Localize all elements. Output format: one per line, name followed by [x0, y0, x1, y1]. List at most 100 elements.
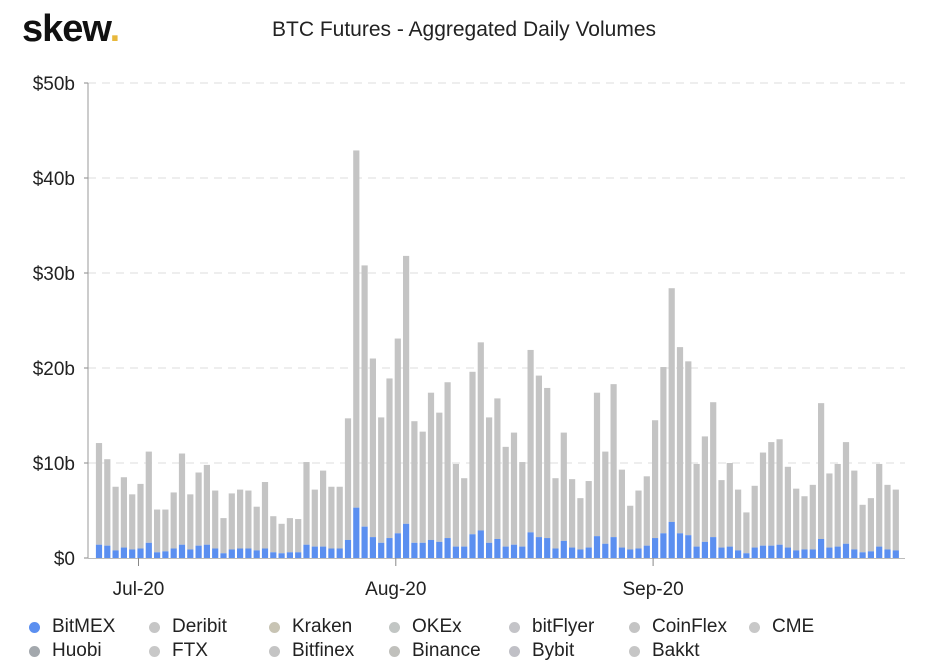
legend-label: Kraken — [292, 616, 353, 637]
bar-other-exchanges — [394, 338, 401, 534]
bar-other-exchanges — [602, 451, 609, 544]
bar-other-exchanges — [411, 421, 418, 543]
bar-other-exchanges — [444, 382, 451, 539]
legend-label: Bybit — [532, 640, 575, 661]
legend-item-coinflex[interactable]: CoinFlex — [629, 616, 727, 638]
bar-other-exchanges — [145, 451, 152, 543]
bar-bitmex — [660, 533, 667, 558]
legend-item-kraken[interactable]: Kraken — [269, 616, 352, 638]
legend-item-bitfinex[interactable]: Bitfinex — [269, 640, 354, 662]
legend-label: FTX — [172, 640, 208, 661]
bar-bitmex — [593, 536, 601, 558]
legend-item-bitflyer[interactable]: bitFlyer — [509, 616, 594, 638]
bar-bitmex — [851, 549, 858, 558]
bar-other-exchanges — [776, 439, 783, 545]
bar-other-exchanges — [510, 432, 518, 545]
bar-other-exchanges — [676, 347, 684, 534]
bar-bitmex — [776, 544, 783, 558]
chart-title-text: BTC Futures - Aggregated Daily Volumes — [271, 18, 656, 41]
bar-bitmex — [486, 542, 493, 558]
bar-bitmex — [668, 521, 675, 558]
bar-bitmex — [527, 532, 534, 558]
bar-bitmex — [859, 552, 866, 558]
bar-bitmex — [411, 542, 418, 558]
bar-other-exchanges — [718, 480, 725, 548]
bar-other-exchanges — [261, 482, 269, 549]
x-tick-label: Sep-20 — [622, 579, 683, 600]
legend-item-ftx[interactable]: FTX — [149, 640, 208, 662]
bar-other-exchanges — [295, 519, 302, 553]
legend-item-okex[interactable]: OKEx — [389, 616, 462, 638]
bar-other-exchanges — [436, 412, 443, 542]
legend-dot-icon — [629, 645, 640, 657]
legend-item-huobi[interactable]: Huobi — [29, 640, 102, 662]
bar-other-exchanges — [502, 446, 509, 547]
y-tick-label: $0 — [54, 549, 75, 570]
bar-bitmex — [436, 541, 443, 558]
bar-other-exchanges — [793, 488, 800, 551]
bar-other-exchanges — [535, 375, 542, 538]
legend-item-bakkt[interactable]: Bakkt — [629, 640, 700, 662]
bar-other-exchanges — [336, 486, 343, 549]
skew-logo: skew. — [22, 8, 120, 51]
bar-bitmex — [427, 539, 435, 558]
bar-other-exchanges — [652, 420, 659, 539]
bar-bitmex — [170, 548, 177, 558]
bar-other-exchanges — [353, 150, 360, 508]
bar-other-exchanges — [610, 384, 617, 538]
bar-bitmex — [178, 544, 186, 558]
bar-bitmex — [751, 547, 758, 558]
bar-bitmex — [535, 537, 542, 558]
legend-item-bybit[interactable]: Bybit — [509, 640, 574, 662]
legend-label: CoinFlex — [652, 616, 727, 637]
legend-dot-icon — [269, 645, 280, 657]
legend-item-bitmex[interactable]: BitMEX — [29, 616, 115, 638]
bar-other-exchanges — [801, 496, 808, 550]
bar-bitmex — [552, 548, 559, 558]
bar-other-exchanges — [162, 509, 169, 552]
bar-other-exchanges — [253, 506, 260, 551]
bar-other-exchanges — [369, 358, 376, 538]
bar-other-exchanges — [137, 483, 144, 549]
bar-bitmex — [569, 547, 576, 558]
bar-other-exchanges — [809, 484, 816, 550]
bar-bitmex — [618, 547, 625, 558]
legend-item-binance[interactable]: Binance — [389, 640, 481, 662]
legend-label: OKEx — [412, 616, 462, 637]
bar-other-exchanges — [726, 463, 733, 547]
bar-bitmex — [710, 537, 717, 558]
bar-bitmex — [652, 538, 659, 558]
legend-label: bitFlyer — [532, 616, 595, 637]
bar-bitmex — [444, 538, 451, 558]
x-tick-label: Aug-20 — [365, 579, 426, 600]
legend-item-deribit[interactable]: Deribit — [149, 616, 227, 638]
bar-bitmex — [394, 533, 401, 558]
bar-other-exchanges — [245, 490, 252, 549]
bar-other-exchanges — [178, 453, 186, 545]
bar-other-exchanges — [552, 478, 559, 549]
bar-bitmex — [353, 507, 360, 558]
bar-bitmex — [826, 547, 833, 558]
legend-label: Binance — [412, 640, 481, 661]
y-tick-label: $50b — [33, 74, 75, 95]
bar-other-exchanges — [494, 398, 501, 539]
bar-bitmex — [784, 547, 791, 558]
bar-other-exchanges — [237, 489, 244, 549]
chart-title: BTC Futures - Aggregated Daily Volumes — [0, 18, 928, 42]
bar-bitmex — [361, 526, 368, 558]
y-tick-label: $30b — [33, 264, 75, 285]
legend-item-cme[interactable]: CME — [749, 616, 814, 638]
bar-other-exchanges — [187, 494, 194, 550]
bar-other-exchanges — [519, 462, 526, 547]
bar-other-exchanges — [486, 417, 493, 543]
bar-bitmex — [95, 544, 103, 558]
bar-bitmex — [519, 546, 526, 558]
bar-other-exchanges — [859, 504, 866, 553]
bar-other-exchanges — [569, 479, 576, 548]
bar-other-exchanges — [618, 469, 625, 548]
bar-bitmex — [718, 547, 725, 558]
bar-bitmex — [884, 549, 891, 558]
bar-bitmex — [452, 546, 459, 558]
bar-bitmex — [461, 546, 468, 558]
bar-bitmex — [303, 544, 310, 558]
